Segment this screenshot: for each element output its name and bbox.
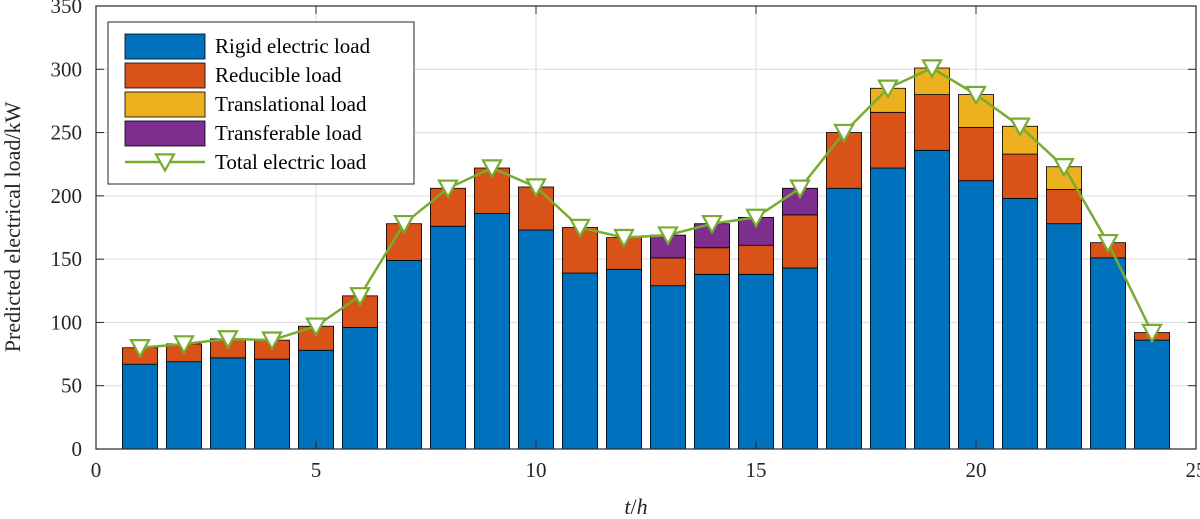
bar-segment-reducible-load [914,94,951,151]
bar-segment-rigid-electric-load [782,267,819,450]
legend-label: Transferable load [215,121,362,145]
total-load-line [139,66,1154,349]
legend-label: Total electric load [215,150,367,174]
bar-segment-rigid-electric-load [958,180,995,450]
bar-segment-rigid-electric-load [1090,257,1127,450]
bar-segment-reducible-load [782,214,819,269]
legend-swatch [124,120,206,147]
total-load-marker [525,178,547,198]
bar-segment-rigid-electric-load [385,260,422,450]
x-tick-label: 0 [91,458,102,482]
bar-segment-rigid-electric-load [122,363,159,450]
legend-label: Rigid electric load [215,34,371,58]
bar-segment-rigid-electric-load [209,357,246,450]
total-load-marker [129,338,151,359]
x-tick-label: 5 [311,458,322,482]
legend-label: Translational load [215,92,367,116]
bar-segment-rigid-electric-load [297,349,334,450]
bar-segment-rigid-electric-load [914,149,951,450]
bar-segment-rigid-electric-load [1046,223,1083,450]
bar-segment-rigid-electric-load [341,327,378,450]
bars [122,67,1171,450]
bar-segment-rigid-electric-load [253,358,290,450]
bar-segment-transferable-load [738,216,775,246]
total-load-marker [1009,117,1031,138]
legend-label: Reducible load [215,63,342,87]
total-line-series [129,59,1163,359]
bar-segment-rigid-electric-load [473,213,510,450]
bar-segment-rigid-electric-load [1002,197,1039,450]
bar-segment-rigid-electric-load [429,225,466,450]
y-tick-label: 250 [51,121,83,145]
total-load-marker [701,214,723,235]
legend: Rigid electric load Reducible load Transla… [107,21,415,185]
legend-marker [154,153,176,173]
bar-segment-rigid-electric-load [562,272,599,450]
legend-swatch [124,33,206,60]
bar-segment-rigid-electric-load [738,273,775,450]
total-load-marker [965,85,987,106]
total-load-marker [877,79,899,100]
y-tick-label: 0 [72,437,83,461]
x-tick-label: 15 [746,458,767,482]
bar-segment-reducible-load [694,247,731,275]
x-axis-label-sep: / [631,494,638,519]
bar-segment-reducible-load [650,257,687,287]
bar-segment-rigid-electric-load [650,285,687,450]
y-tick-label: 350 [51,0,83,18]
axis-ticks: 0 50 100 150 200 250 300 350 0 5 10 15 20 25 [51,0,1200,482]
bar-segment-rigid-electric-load [606,268,643,450]
bar-segment-rigid-electric-load [518,229,555,450]
total-load-marker [349,287,371,307]
total-load-marker [393,214,415,235]
total-load-marker [217,330,239,350]
y-tick-label: 300 [51,57,83,81]
plot-frame [95,5,1197,450]
bar-segment-reducible-load [826,132,863,189]
x-tick-label: 10 [526,458,547,482]
bar-segment-rigid-electric-load [1134,339,1171,450]
x-axis-label-var: t [624,494,631,519]
y-tick-label: 50 [61,374,82,398]
total-load-marker [305,317,327,338]
bar-segment-reducible-load [738,244,775,275]
total-load-marker [481,159,503,179]
total-load-marker [1141,323,1163,344]
bar-segment-rigid-electric-load [694,273,731,450]
bar-segment-reducible-load [958,127,995,182]
y-axis-label: Predicted electrical load/kW [0,102,25,353]
total-load-marker [745,208,767,229]
x-tick-label: 20 [966,458,987,482]
total-load-marker [657,226,679,246]
x-axis-label-unit: h [637,494,648,519]
total-load-marker [1097,233,1119,254]
total-load-marker [833,123,855,144]
legend-swatch [124,91,206,118]
bar-segment-reducible-load [870,111,907,169]
total-load-marker [173,335,195,355]
total-load-marker [1053,157,1075,178]
y-tick-label: 150 [51,247,83,271]
bar-segment-reducible-load [1046,189,1083,225]
total-load-marker [613,228,635,249]
y-tick-label: 100 [51,310,83,334]
total-load-marker [921,59,943,79]
bar-segment-reducible-load [1002,153,1039,199]
bar-segment-rigid-electric-load [165,361,202,450]
total-load-marker [261,331,283,351]
total-load-marker [789,179,811,200]
x-tick-label: 25 [1186,458,1200,482]
bar-segment-rigid-electric-load [870,167,907,450]
x-axis-label: t/h [624,494,647,519]
total-load-marker [569,218,591,239]
legend-swatch [124,62,206,89]
bar-segment-rigid-electric-load [826,187,863,450]
y-tick-label: 200 [51,184,83,208]
total-load-marker [437,179,459,200]
